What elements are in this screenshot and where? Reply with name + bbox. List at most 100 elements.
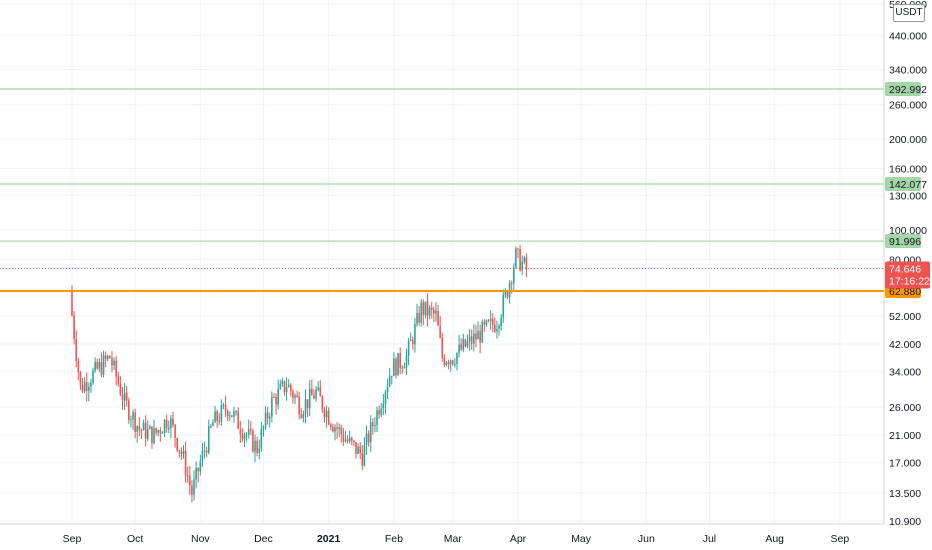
candle-body	[468, 336, 471, 342]
candle-body	[445, 362, 448, 365]
candle-body	[443, 357, 446, 365]
candle-body	[146, 428, 149, 439]
candle-body	[83, 382, 86, 392]
candle-body	[106, 356, 109, 360]
x-tick-label: Sep	[831, 533, 850, 545]
level-price-tag	[885, 234, 921, 249]
candle-body	[437, 310, 439, 326]
candle-body	[481, 322, 484, 343]
candle-body	[325, 410, 328, 418]
candle-body	[374, 425, 376, 427]
candle-body	[243, 434, 246, 440]
candle-body	[439, 325, 441, 338]
candle-body	[260, 428, 263, 449]
candle-body	[172, 418, 174, 425]
candle-body	[165, 419, 168, 429]
candle-body	[456, 353, 458, 365]
candle-body	[109, 356, 111, 359]
level-price-label: 292.992	[889, 84, 927, 96]
candle-body	[189, 475, 191, 486]
candle-body	[418, 312, 420, 323]
candle-body	[393, 358, 395, 376]
candle-body	[212, 422, 214, 426]
candle-body	[104, 355, 107, 360]
candle-body	[144, 422, 147, 439]
candle-body	[237, 411, 239, 429]
candle-body	[329, 424, 332, 427]
candle-body	[224, 404, 227, 411]
candle-body	[92, 370, 94, 384]
candle-body	[180, 451, 183, 455]
candle-body	[510, 282, 513, 284]
candle-body	[399, 353, 401, 368]
candle-body	[473, 333, 475, 344]
candle-body	[519, 249, 521, 271]
candle-body	[130, 419, 132, 421]
x-tick-label: May	[571, 533, 592, 545]
candle-body	[100, 361, 103, 375]
candle-body	[449, 360, 452, 365]
candle-body	[222, 404, 225, 406]
candle-body	[115, 360, 117, 377]
candle-body	[239, 428, 242, 434]
candle-body	[163, 419, 166, 433]
candle-body	[348, 437, 351, 442]
candle-body	[71, 290, 73, 316]
candle-body	[79, 371, 82, 385]
candle-body	[271, 396, 273, 417]
candle-body	[205, 450, 208, 453]
candle-body	[382, 403, 385, 409]
candle-body	[136, 426, 139, 432]
candle-body	[258, 448, 261, 453]
candle-body	[245, 434, 248, 436]
candle-body	[132, 412, 134, 420]
candle-body	[357, 446, 359, 454]
candle-body	[409, 339, 412, 342]
candle-body	[176, 438, 178, 451]
candle-body	[138, 426, 141, 430]
candle-body	[491, 318, 494, 325]
candle-body	[279, 384, 282, 389]
candle-body	[201, 450, 204, 462]
candle-body	[435, 310, 437, 314]
candle-body	[75, 339, 78, 361]
candle-body	[161, 432, 164, 434]
candle-body	[462, 339, 465, 350]
candle-body	[454, 364, 456, 366]
candle-body	[458, 344, 460, 354]
candle-body	[186, 475, 189, 477]
x-tick-label: Jun	[638, 533, 655, 545]
candle-body	[466, 341, 469, 347]
candle-body	[174, 424, 176, 439]
candle-body	[344, 439, 347, 442]
candle-body	[256, 440, 258, 453]
x-tick-label: Jul	[703, 533, 716, 545]
candle-body	[317, 387, 319, 390]
candle-body	[414, 324, 416, 345]
candle-body	[102, 355, 105, 375]
candle-body	[207, 426, 210, 453]
candle-body	[277, 388, 279, 405]
candle-body	[390, 375, 393, 377]
candle-body	[359, 446, 362, 454]
candle-body	[289, 384, 292, 392]
candle-body	[157, 430, 160, 433]
candle-body	[483, 322, 486, 325]
candle-body	[336, 427, 338, 430]
y-tick-label: 26.000	[889, 402, 921, 414]
candle-body	[203, 450, 206, 452]
candle-body	[351, 437, 353, 441]
candle-body	[170, 418, 172, 429]
x-tick-label: Sep	[63, 533, 82, 545]
candle-body	[504, 291, 507, 295]
candle-body	[489, 318, 492, 322]
candle-body	[321, 396, 324, 410]
candle-body	[380, 408, 383, 415]
candle-body	[502, 294, 505, 318]
currency-unit-label[interactable]: USDT	[893, 4, 925, 22]
x-tick-label: Dec	[254, 533, 273, 545]
candle-body	[323, 409, 326, 418]
candle-body	[111, 358, 113, 366]
candle-body	[353, 440, 355, 442]
